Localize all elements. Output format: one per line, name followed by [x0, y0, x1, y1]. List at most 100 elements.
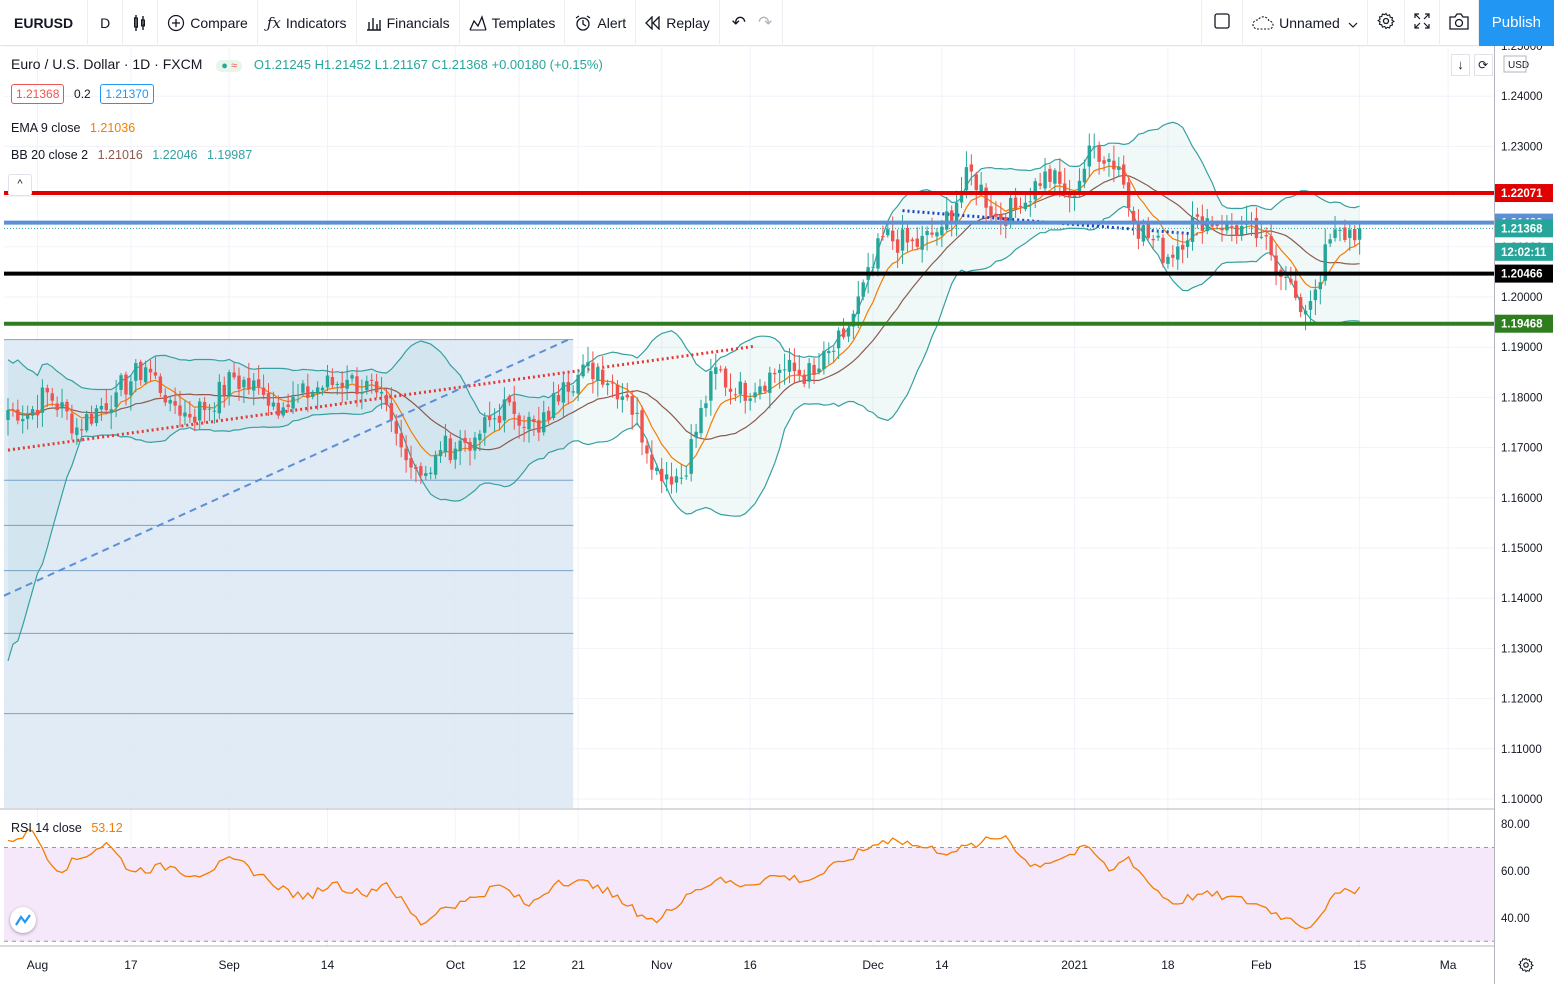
indicators-label: Indicators: [285, 14, 347, 31]
interval-button[interactable]: D: [88, 0, 124, 46]
candle-body: [468, 441, 472, 451]
candle-body: [836, 330, 841, 349]
settings-button[interactable]: [1368, 0, 1405, 46]
candle-body: [296, 394, 300, 396]
candle-body: [989, 206, 993, 216]
select-layout-button[interactable]: [1202, 0, 1244, 46]
templates-button[interactable]: Templates: [460, 0, 566, 46]
candle-body: [797, 369, 802, 375]
candle-body: [940, 226, 944, 236]
candle-body: [379, 391, 384, 394]
candle-body: [104, 403, 108, 411]
candle-body: [399, 433, 403, 448]
time-axis-settings-button[interactable]: [1518, 957, 1534, 976]
candle-body: [1284, 276, 1288, 278]
undo-button[interactable]: ↶: [720, 0, 752, 46]
rsi-value: 53.12: [91, 821, 123, 835]
indicators-button[interactable]: ƒx Indicators: [258, 0, 357, 46]
ema-label[interactable]: EMA 9 close: [11, 121, 81, 135]
fib-retracement-drawing[interactable]: [4, 339, 574, 808]
price-tick-label: 1.17000: [1501, 443, 1543, 455]
candlesticks: [6, 133, 1362, 494]
candle-body: [6, 409, 10, 420]
candle-body: [841, 328, 846, 338]
candle-body: [1131, 210, 1136, 222]
bb-upper-value: 1.22046: [152, 148, 198, 162]
candle-body: [974, 174, 978, 191]
candle-body: [143, 367, 148, 383]
candle-body: [586, 362, 590, 367]
candle-body: [315, 387, 320, 394]
layout-name: Unnamed: [1279, 14, 1340, 31]
layout-name-button[interactable]: Unnamed: [1243, 0, 1368, 46]
chart-area[interactable]: 1.250001.240001.230001.220001.210001.200…: [0, 46, 1554, 984]
sell-price-button[interactable]: 1.21368: [11, 84, 65, 104]
candle-body: [895, 239, 900, 253]
publish-button[interactable]: Publish: [1478, 0, 1554, 46]
candle-body: [782, 369, 787, 371]
rsi-label[interactable]: RSI 14 close: [11, 821, 82, 835]
candle-body: [1195, 214, 1200, 217]
financials-button[interactable]: Financials: [357, 0, 460, 46]
candle-body: [920, 235, 924, 250]
alert-button[interactable]: Alert: [565, 0, 637, 46]
snapshot-button[interactable]: [1440, 0, 1479, 46]
price-label-bg: [1495, 219, 1553, 238]
candle-body: [915, 238, 919, 247]
buy-price-button[interactable]: 1.21370: [100, 84, 154, 104]
time-axis[interactable]: Aug 17 Sep 14 Oct 12 21 Nov 16 Dec 14 2021 18 Feb 15 Ma: [27, 958, 1457, 972]
refresh-icon[interactable]: ⟳: [1473, 54, 1493, 76]
candle-body: [802, 374, 806, 384]
camera-icon: [1449, 12, 1469, 33]
scroll-down-icon[interactable]: ↓: [1451, 54, 1470, 76]
candle-body: [458, 440, 462, 452]
price-tick-label: 1.23000: [1501, 141, 1543, 153]
candle-body: [365, 380, 369, 391]
candle-body: [743, 382, 747, 401]
tradingview-logo[interactable]: [10, 907, 36, 933]
candle-body: [679, 477, 684, 479]
rsi-tick-label: 40.00: [1501, 913, 1530, 925]
fullscreen-button[interactable]: [1405, 0, 1440, 46]
candle-body: [571, 391, 575, 393]
candle-body: [183, 412, 187, 417]
replay-button[interactable]: Replay: [636, 0, 720, 46]
candle-body: [148, 368, 153, 373]
candle-body: [271, 402, 276, 407]
candle-body: [546, 410, 551, 420]
price-label-bg: [1495, 264, 1553, 283]
collapse-legend-button[interactable]: ^: [8, 174, 32, 196]
candle-body: [635, 412, 639, 414]
candle-body: [812, 364, 816, 375]
candle-body: [527, 416, 531, 430]
candle-body: [35, 409, 40, 416]
compare-button[interactable]: Compare: [158, 0, 258, 46]
time-tick-label: Nov: [651, 958, 672, 972]
candle-body: [650, 454, 654, 470]
candle-body: [733, 394, 738, 396]
plus-circle-icon: [167, 14, 185, 32]
symbol-search[interactable]: EURUSD: [0, 0, 89, 46]
bb-basis-value: 1.21016: [97, 148, 143, 162]
candle-body: [925, 230, 929, 236]
candle-body: [601, 369, 605, 385]
candle-body: [1318, 282, 1323, 290]
bb-label[interactable]: BB 20 close 2: [11, 148, 89, 162]
time-tick-label: 15: [1353, 958, 1367, 972]
candle-body: [1269, 236, 1273, 256]
candle-body: [709, 371, 713, 401]
bar-style-button[interactable]: [123, 0, 159, 46]
candle-body: [699, 408, 703, 434]
ohlc-values: O1.21245 H1.21452 L1.21167 C1.21368 +0.0…: [253, 57, 603, 72]
candle-body: [84, 413, 89, 431]
candle-body: [537, 420, 541, 433]
candle-body: [1176, 246, 1180, 260]
horizontal-levels[interactable]: [4, 191, 1494, 326]
redo-button[interactable]: ↷: [752, 0, 784, 46]
rsi-legend: RSI 14 close 53.12: [11, 821, 123, 835]
price-axis[interactable]: 1.250001.240001.230001.220001.210001.200…: [1494, 46, 1554, 984]
candle-body: [1013, 197, 1018, 209]
chevron-down-icon: [1348, 15, 1358, 31]
candle-body: [832, 350, 836, 352]
candle-body: [1225, 224, 1229, 231]
